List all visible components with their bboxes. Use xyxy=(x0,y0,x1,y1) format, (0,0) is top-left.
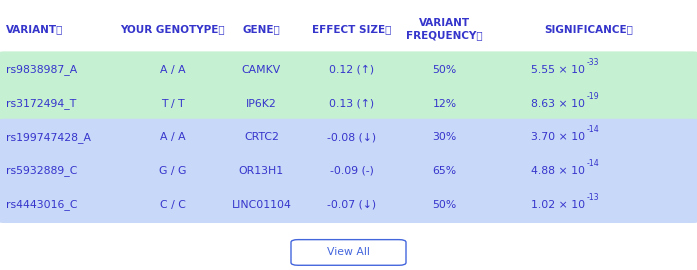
Text: rs3172494_T: rs3172494_T xyxy=(6,98,76,109)
Text: LINC01104: LINC01104 xyxy=(231,200,291,210)
Text: -13: -13 xyxy=(587,193,599,202)
Text: -19: -19 xyxy=(587,92,599,101)
Text: IP6K2: IP6K2 xyxy=(246,99,277,109)
Text: 5.55 × 10: 5.55 × 10 xyxy=(532,65,585,75)
Text: A / A: A / A xyxy=(160,132,185,142)
Text: rs4443016_C: rs4443016_C xyxy=(6,199,77,210)
FancyBboxPatch shape xyxy=(0,119,697,156)
Text: 12%: 12% xyxy=(433,99,457,109)
Text: EFFECT SIZEⓘ: EFFECT SIZEⓘ xyxy=(312,24,392,34)
Text: -0.09 (-): -0.09 (-) xyxy=(330,166,374,176)
Text: C / C: C / C xyxy=(160,200,186,210)
FancyBboxPatch shape xyxy=(0,153,697,189)
Text: 8.63 × 10: 8.63 × 10 xyxy=(532,99,585,109)
Text: rs199747428_A: rs199747428_A xyxy=(6,132,91,143)
Text: rs9838987_A: rs9838987_A xyxy=(6,64,77,75)
Text: CAMKV: CAMKV xyxy=(242,65,281,75)
Text: OR13H1: OR13H1 xyxy=(239,166,284,176)
FancyBboxPatch shape xyxy=(0,186,697,223)
Text: 50%: 50% xyxy=(433,200,457,210)
Text: -0.08 (↓): -0.08 (↓) xyxy=(328,132,376,142)
Text: 0.13 (↑): 0.13 (↑) xyxy=(330,99,374,109)
Text: 30%: 30% xyxy=(433,132,457,142)
FancyBboxPatch shape xyxy=(0,85,697,122)
Text: SIGNIFICANCEⓘ: SIGNIFICANCEⓘ xyxy=(544,24,634,34)
Text: G / G: G / G xyxy=(159,166,187,176)
Text: VARIANT
FREQUENCYⓘ: VARIANT FREQUENCYⓘ xyxy=(406,18,483,40)
Text: rs5932889_C: rs5932889_C xyxy=(6,166,77,176)
Text: 4.88 × 10: 4.88 × 10 xyxy=(532,166,585,176)
Text: YOUR GENOTYPEⓘ: YOUR GENOTYPEⓘ xyxy=(121,24,225,34)
Text: 65%: 65% xyxy=(433,166,457,176)
Text: T / T: T / T xyxy=(161,99,185,109)
Text: A / A: A / A xyxy=(160,65,185,75)
FancyBboxPatch shape xyxy=(291,240,406,265)
Text: 50%: 50% xyxy=(433,65,457,75)
Text: 3.70 × 10: 3.70 × 10 xyxy=(531,132,585,142)
Text: 1.02 × 10: 1.02 × 10 xyxy=(531,200,585,210)
Text: View All: View All xyxy=(327,247,370,258)
Text: CRTC2: CRTC2 xyxy=(244,132,279,142)
Text: 0.12 (↑): 0.12 (↑) xyxy=(330,65,374,75)
Text: -33: -33 xyxy=(587,58,599,67)
Text: -14: -14 xyxy=(587,159,599,168)
FancyBboxPatch shape xyxy=(0,51,697,88)
Text: -0.07 (↓): -0.07 (↓) xyxy=(328,200,376,210)
Text: VARIANTⓘ: VARIANTⓘ xyxy=(6,24,63,34)
Text: GENEⓘ: GENEⓘ xyxy=(243,24,280,34)
Text: -14: -14 xyxy=(587,125,599,134)
